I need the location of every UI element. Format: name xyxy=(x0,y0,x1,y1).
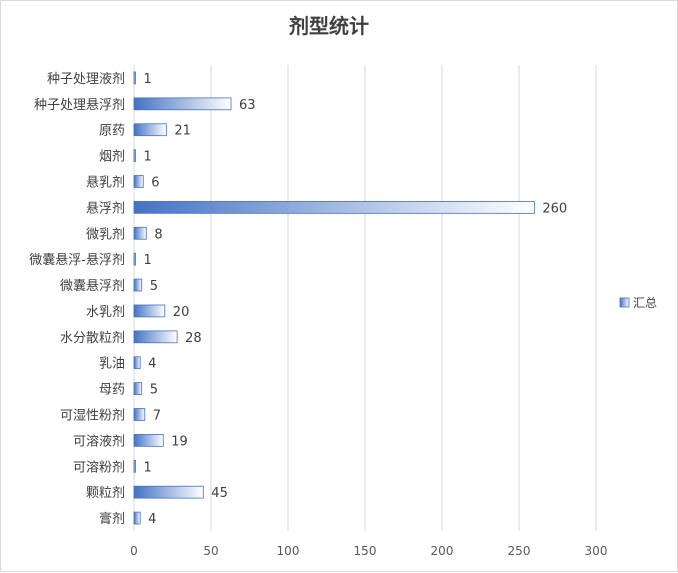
category-label: 颗粒剂 xyxy=(86,486,125,501)
category-label: 可溶液剂 xyxy=(73,434,125,449)
bar xyxy=(133,252,136,266)
category-label: 乳油 xyxy=(99,357,125,372)
chart-title: 剂型统计 xyxy=(289,14,369,38)
bar xyxy=(133,434,164,447)
x-tick-label: 100 xyxy=(277,544,300,558)
data-label: 4 xyxy=(148,512,156,527)
data-label: 4 xyxy=(148,357,156,372)
bar xyxy=(133,408,146,421)
x-tick-label: 150 xyxy=(354,544,377,558)
data-label: 20 xyxy=(173,305,190,320)
data-label: 63 xyxy=(239,98,256,113)
bar xyxy=(133,201,535,214)
bar xyxy=(133,356,141,370)
legend-swatch xyxy=(619,297,630,308)
data-label: 1 xyxy=(144,460,152,475)
bar xyxy=(133,71,136,85)
data-label: 28 xyxy=(185,331,202,346)
bar xyxy=(133,123,167,137)
data-label: 8 xyxy=(154,227,162,242)
bar xyxy=(133,226,147,240)
category-label: 种子处理液剂 xyxy=(47,72,125,87)
x-tick-label: 50 xyxy=(203,544,218,558)
category-label: 种子处理悬浮剂 xyxy=(34,98,125,113)
bar xyxy=(133,304,166,318)
category-label: 原药 xyxy=(99,124,125,139)
bar xyxy=(133,485,204,499)
gridlines xyxy=(133,65,597,531)
x-tick-label: 0 xyxy=(130,544,138,558)
data-label: 1 xyxy=(144,72,152,87)
category-label: 水分散粒剂 xyxy=(60,331,125,346)
data-label: 45 xyxy=(211,486,228,501)
category-label: 悬乳剂 xyxy=(86,176,125,191)
bar xyxy=(133,382,143,395)
category-label: 可湿性粉剂 xyxy=(60,409,125,424)
bar xyxy=(133,149,136,162)
category-label: 水乳剂 xyxy=(86,305,125,320)
legend: 汇总 xyxy=(619,296,657,310)
category-label: 微囊悬浮剂 xyxy=(60,278,125,294)
data-label: 1 xyxy=(144,150,152,165)
data-label: 5 xyxy=(150,383,158,398)
bar xyxy=(133,511,141,525)
category-label: 微囊悬浮-悬浮剂 xyxy=(29,252,125,268)
bar xyxy=(133,97,232,111)
data-label: 19 xyxy=(171,434,188,449)
category-label: 膏剂 xyxy=(99,511,125,527)
category-label: 悬浮剂 xyxy=(86,201,125,216)
data-label: 5 xyxy=(150,279,158,294)
x-tick-label: 300 xyxy=(585,544,608,558)
data-label: 7 xyxy=(153,409,161,424)
bar xyxy=(133,278,143,292)
category-label: 微乳剂 xyxy=(86,227,125,242)
x-tick-label: 250 xyxy=(508,544,531,558)
axis: 0 50 100 150 200 250 300 xyxy=(130,65,607,558)
bar xyxy=(133,459,136,473)
labels: 种子处理液剂 1 种子处理悬浮剂 63 原药 21 烟剂 1 悬乳剂 6 悬浮剂 260 微乳剂 8 微囊悬… xyxy=(29,72,567,527)
bars xyxy=(133,71,535,525)
data-label: 21 xyxy=(174,124,191,139)
bar xyxy=(133,330,178,344)
category-label: 母药 xyxy=(99,383,125,398)
category-label: 烟剂 xyxy=(99,150,125,165)
data-label: 260 xyxy=(542,201,567,216)
bar xyxy=(133,175,144,188)
data-label: 1 xyxy=(144,253,152,268)
legend-label: 汇总 xyxy=(633,296,657,310)
category-label: 可溶粉剂 xyxy=(73,460,125,475)
data-label: 6 xyxy=(151,176,159,191)
x-tick-label: 200 xyxy=(431,544,454,558)
